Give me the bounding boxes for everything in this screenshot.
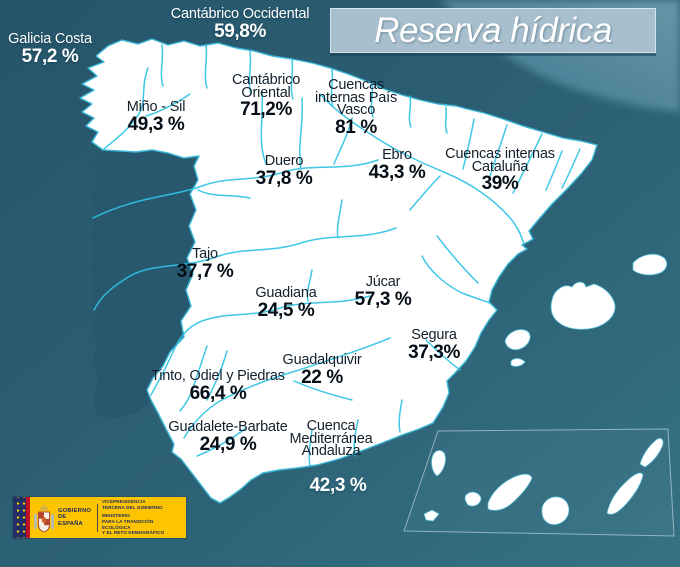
basin-value: 37,7 % (176, 260, 234, 282)
basin-label-ebro: Ebro 43,3 % (368, 147, 426, 183)
spanish-flag-stripe (26, 497, 30, 538)
el-hierro-island (423, 509, 440, 522)
spain-shape (79, 38, 598, 504)
page-title: Reserva hídrica (374, 11, 612, 50)
la-gomera-island (464, 491, 482, 507)
basin-value: 81 % (335, 116, 377, 138)
basin-value: 59,8% (214, 20, 266, 42)
basin-value: 24,9 % (199, 433, 257, 455)
basin-value: 24,5 % (257, 299, 315, 321)
mallorca-island (550, 281, 616, 330)
basin-name: Cuencas internas Cataluña (445, 146, 555, 175)
ministerio-label: MINISTERIO PARA LA TRANSICIÓN ECOLÓGICA … (102, 513, 165, 536)
basin-name: Segura (411, 327, 457, 343)
la-palma-island (431, 450, 446, 477)
basin-name: Cantábrico Occidental (170, 6, 310, 22)
basin-value: 22 % (301, 366, 343, 388)
spain-government-logo: GOBIERNO DE ESPAÑA VICEPRESIDENCIA TERCE… (13, 497, 186, 538)
basin-name: Guadiana (255, 285, 317, 301)
basin-value: 71,2% (240, 99, 292, 120)
basin-label-segura: Segura 37,3% (408, 327, 460, 363)
canary-inset-box (403, 428, 675, 537)
title-panel: Reserva hídrica (330, 8, 656, 53)
logo-banner: GOBIERNO DE ESPAÑA VICEPRESIDENCIA TERCE… (30, 497, 186, 538)
vicepresidencia-label: VICEPRESIDENCIA TERCERA DEL GOBIERNO (102, 499, 163, 510)
basin-label-duero: Duero 37,8 % (255, 153, 313, 189)
ministry-text: VICEPRESIDENCIA TERCERA DEL GOBIERNO MIN… (102, 499, 183, 536)
government-label: GOBIERNO DE ESPAÑA (58, 507, 92, 527)
basin-name: Cuencas internas País Vasco (314, 77, 398, 118)
basin-name: Ebro (382, 147, 412, 163)
basin-label-cantabrico-occidental: Cantábrico Occidental 59,8% (170, 6, 310, 42)
eu-flag-stars-icon (13, 497, 26, 538)
canary-islands-inset (403, 428, 675, 537)
spain-coat-of-arms-icon (34, 503, 54, 532)
tenerife-island (487, 473, 533, 511)
gran-canaria-island (541, 496, 570, 525)
fuerteventura-island (606, 472, 644, 515)
basin-value: 43,3 % (368, 161, 426, 183)
lanzarote-island (639, 438, 664, 468)
basin-label-galicia-costa: Galicia Costa 57,2 % (8, 31, 92, 67)
logo-divider (97, 503, 98, 532)
basin-name: Guadalquivir (282, 352, 362, 368)
basin-name: Guadalete-Barbate (168, 419, 288, 435)
basin-value: 49,3 % (127, 113, 185, 135)
canary-islands (423, 438, 664, 525)
basin-label-cantabrico-oriental: Cantábrico Oriental 71,2% (219, 72, 314, 120)
basin-name: Cuenca Mediterránea Andaluza (289, 418, 373, 459)
basin-value: 66,4 % (189, 382, 247, 404)
basin-value: 42,3 % (309, 475, 367, 496)
basin-label-mino-sil: Miño - Sil 49,3 % (126, 99, 186, 135)
basin-name: Duero (264, 153, 304, 169)
basin-name: Tajo (192, 246, 218, 262)
formentera-island (510, 358, 526, 367)
basin-value: 57,2 % (21, 45, 79, 67)
basin-label-guadalete-barbate: Guadalete-Barbate 24,9 % (168, 419, 288, 455)
basin-value: 39% (481, 173, 519, 194)
basin-name: Miño - Sil (126, 99, 186, 115)
basin-name: Galicia Costa (8, 31, 92, 47)
balearic-islands (504, 253, 668, 367)
basin-value: 57,3 % (354, 288, 412, 310)
basin-name: Tinto, Odiel y Piedras (151, 368, 285, 384)
basin-label-guadiana: Guadiana 24,5 % (255, 285, 317, 321)
basin-label-cataluna: Cuencas internas Cataluña 39% (425, 146, 575, 194)
basin-label-pais-vasco: Cuencas internas País Vasco 81 % (313, 77, 399, 138)
basin-name: Júcar (365, 274, 401, 290)
basin-label-jucar: Júcar 57,3 % (354, 274, 412, 310)
basin-label-cuenca-mediterranea-name: Cuenca Mediterránea Andaluza (275, 418, 387, 459)
basin-value: 37,8 % (255, 167, 313, 189)
basin-label-guadalquivir: Guadalquivir 22 % (282, 352, 362, 388)
menorca-island (632, 253, 668, 276)
basin-name: Cantábrico Oriental (231, 72, 301, 101)
basin-label-cuenca-mediterranea-value: 42,3 % (310, 475, 367, 495)
basin-label-tinto-odiel-piedras: Tinto, Odiel y Piedras 66,4 % (151, 368, 285, 404)
basin-label-tajo: Tajo 37,7 % (176, 246, 234, 282)
ibiza-island (504, 329, 531, 351)
river-network (92, 44, 581, 467)
basin-value: 37,3% (408, 341, 460, 363)
